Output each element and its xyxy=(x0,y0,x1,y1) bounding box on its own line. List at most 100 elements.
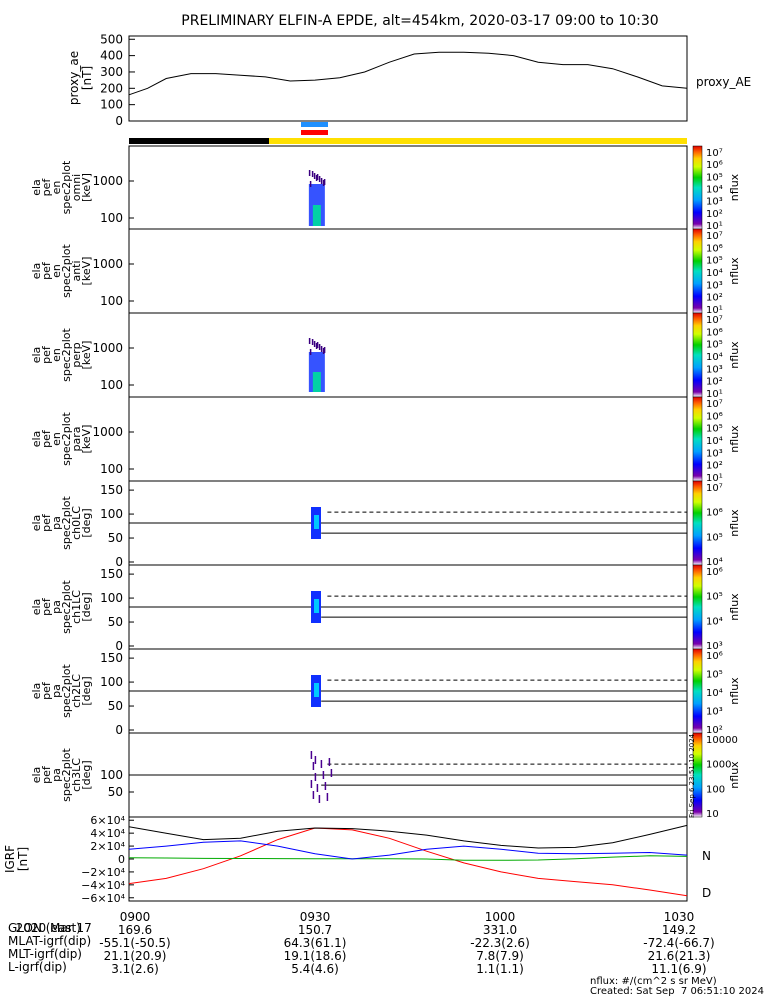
ylabel-ch1LC: pef xyxy=(40,597,53,616)
colorbar-tick-label-para: 10¹ xyxy=(706,473,723,484)
ytick-label-para: 100 xyxy=(100,462,123,476)
perp-flux-blob-speckle xyxy=(309,349,312,355)
ae-ytick-label: 400 xyxy=(100,49,123,63)
colorbar-tick-label-perp: 10² xyxy=(706,377,723,388)
colorbar-tick-label-ch2LC: 10⁴ xyxy=(706,688,723,699)
ytick-label-ch1LC: 150 xyxy=(100,567,123,581)
colorbar-tick-label-ch2LC: 10⁶ xyxy=(706,651,723,662)
colorbar-tick-label-anti: 10⁵ xyxy=(706,256,723,267)
colorbar-tick-label-ch2LC: 10⁵ xyxy=(706,670,723,681)
ae-ylabel: [nT] xyxy=(80,66,94,90)
footer-value-r3-c3: 7.8(7.9) xyxy=(476,949,524,963)
science-zone-blue-marker xyxy=(301,122,328,127)
pa-flux-core-ch0LC xyxy=(314,515,319,529)
igrf-series-blue xyxy=(128,840,688,860)
footer-row-4: L-igrf(dip) xyxy=(8,961,67,974)
ae-ytick-label: 500 xyxy=(100,32,123,46)
ch3-flux-speckle xyxy=(330,769,333,777)
ylabel-ch1LC: ch1LC xyxy=(70,590,83,624)
colorbar-tick-label-ch1LC: 10⁴ xyxy=(706,616,723,627)
ch3-flux-speckle xyxy=(312,791,315,799)
ch3-flux-speckle xyxy=(324,782,327,790)
colorbar-ch0LC xyxy=(692,480,703,566)
igrf-right-label-n: N xyxy=(702,849,711,863)
colorbar-tick-label-ch1LC: 10⁶ xyxy=(706,567,723,578)
perp-flux-blob-speckle xyxy=(316,342,319,348)
colorbar-tick-label-ch1LC: 10⁵ xyxy=(706,592,723,603)
ytick-label-ch0LC: 100 xyxy=(100,507,123,521)
colorbar-label-ch1LC: nflux xyxy=(728,593,741,621)
ylabel-ch1LC: ela xyxy=(30,599,43,616)
pa-flux-core-ch2LC xyxy=(314,683,319,697)
igrf-ytick-label: 0 xyxy=(118,853,125,866)
footer-row-2: MLAT-igrf(dip) xyxy=(8,935,91,948)
ytick-label-ch0LC: 150 xyxy=(100,483,123,497)
colorbar-label-anti: nflux xyxy=(728,257,741,285)
ylabel-omni: en xyxy=(50,181,63,195)
igrf-ytick-label: 6×10⁴ xyxy=(90,814,125,827)
ylabel-ch2LC: ch2LC xyxy=(70,674,83,708)
colorbar-tick-label-ch0LC: 10⁴ xyxy=(706,557,723,568)
ytick-label-ch0LC: 0 xyxy=(115,555,123,569)
colorbar-tick-label-omni: 10⁵ xyxy=(706,172,723,183)
perp-flux-blob-speckle xyxy=(320,346,323,352)
ylabel-anti: [keV] xyxy=(80,257,93,286)
ylabel-para: [keV] xyxy=(80,425,93,454)
colorbar-label-ch3LC: nflux xyxy=(728,761,741,789)
ylabel-perp: spec2plot xyxy=(60,328,73,382)
ylabel-ch0LC: pef xyxy=(40,513,53,532)
colorbar-tick-label-perp: 10¹ xyxy=(706,389,723,400)
igrf-ylabel: [nT] xyxy=(16,847,30,871)
colorbar-tick-label-ch3LC: 10 xyxy=(706,809,719,820)
ylabel-omni: ela xyxy=(30,179,43,196)
ylabel-ch1LC: spec2plot xyxy=(60,580,73,634)
colorbar-tick-label-anti: 10⁷ xyxy=(706,231,723,242)
ch3-flux-speckle xyxy=(314,756,317,764)
ytick-label-ch2LC: 150 xyxy=(100,651,123,665)
footer-value-r0-c1: 0900 xyxy=(120,910,151,924)
ae-ytick-label: 100 xyxy=(100,98,123,112)
ylabel-perp: pef xyxy=(40,345,53,364)
ylabel-ch1LC: pa xyxy=(50,600,63,614)
night-bar xyxy=(129,138,269,144)
perp-flux-blob-speckle xyxy=(313,341,316,347)
figure-title: PRELIMINARY ELFIN-A EPDE, alt=454km, 202… xyxy=(181,13,658,29)
ylabel-perp: en xyxy=(50,348,63,362)
colorbar-label-ch2LC: nflux xyxy=(728,677,741,705)
ylabel-ch3LC: ch3LC xyxy=(70,758,83,792)
colorbar-label-omni: nflux xyxy=(728,173,741,201)
footer-value-r0-c4: 1030 xyxy=(664,910,695,924)
colorbar-tick-label-ch1LC: 10³ xyxy=(706,641,723,652)
ytick-label-ch2LC: 100 xyxy=(100,675,123,689)
ylabel-ch0LC: ela xyxy=(30,515,43,532)
ylabel-anti: en xyxy=(50,264,63,278)
ytick-label-ch3LC: 100 xyxy=(100,768,123,782)
ch3-flux-speckle xyxy=(314,773,317,781)
colorbar-ch1LC xyxy=(692,564,703,650)
ylabel-omni: pef xyxy=(40,178,53,197)
colorbar-tick-label-omni: 10³ xyxy=(706,197,723,208)
ytick-label-anti: 100 xyxy=(100,294,123,308)
ch3-flux-speckle xyxy=(310,780,313,788)
ylabel-ch2LC: pa xyxy=(50,684,63,698)
vertical-timestamp: Fri Sep 6 23:51:10 2024 xyxy=(688,733,696,818)
colorbar-ch3LC xyxy=(692,732,703,818)
colorbar-tick-label-perp: 10³ xyxy=(706,364,723,375)
ylabel-para: para xyxy=(70,427,83,452)
colorbar-tick-label-omni: 10⁷ xyxy=(706,148,723,159)
ch3-flux-speckle xyxy=(322,771,325,779)
omni-flux-blob-speckle xyxy=(315,175,318,181)
ylabel-ch3LC: [deg] xyxy=(80,760,93,789)
omni-flux-blob-speckle xyxy=(316,174,319,180)
ch3-flux-speckle xyxy=(320,760,323,768)
footer-value-r3-c1: 21.1(20.9) xyxy=(104,949,167,963)
colorbar-anti xyxy=(692,228,703,314)
ylabel-anti: ela xyxy=(30,263,43,280)
colorbar-tick-label-para: 10⁶ xyxy=(706,411,723,422)
colorbar-tick-label-para: 10⁷ xyxy=(706,399,723,410)
footer-value-r1-c2: 150.7 xyxy=(298,923,332,937)
colorbar-tick-label-perp: 10⁶ xyxy=(706,327,723,338)
panel-frame-omni xyxy=(128,145,688,230)
colorbar-tick-label-para: 10² xyxy=(706,461,723,472)
ylabel-omni: spec2plot xyxy=(60,160,73,214)
